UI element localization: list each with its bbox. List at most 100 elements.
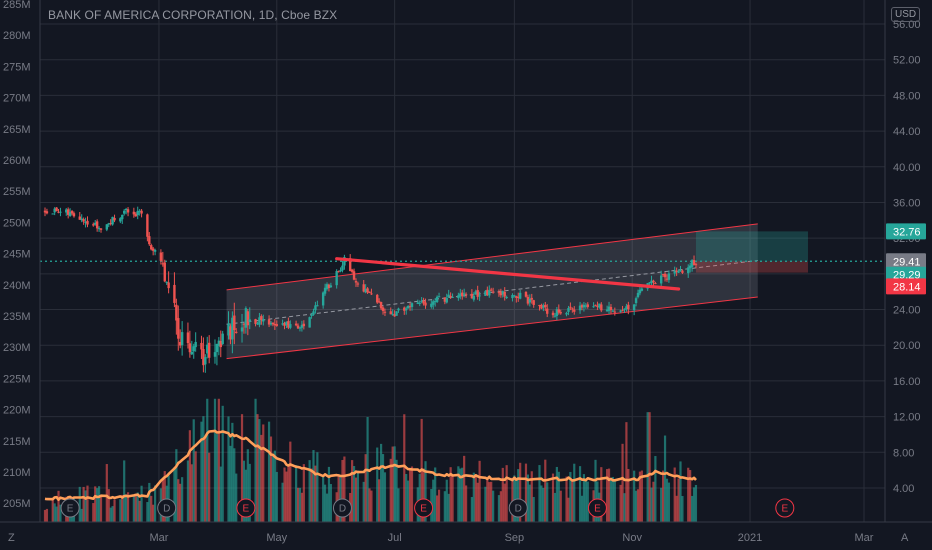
candle-body [673, 270, 676, 274]
volume-tick-label: 235M [3, 311, 31, 323]
volume-bar [323, 484, 327, 524]
candle-body [692, 260, 696, 266]
candle-body [677, 271, 680, 273]
candle-body [625, 306, 628, 310]
event-marker-e[interactable]: E [775, 498, 795, 518]
candle-body [296, 325, 300, 329]
candle-body [302, 323, 306, 327]
volume-bar [578, 466, 582, 524]
candle-body [497, 292, 501, 294]
candle-body [221, 333, 224, 344]
volume-bar [650, 487, 653, 524]
candle-body [248, 319, 251, 322]
volume-tick-label: 230M [3, 342, 31, 354]
volume-bar [105, 464, 108, 524]
price-tick-label: 48.00 [893, 90, 921, 102]
candle-body [167, 282, 170, 289]
parallel-channel[interactable] [226, 223, 758, 360]
candle-body [486, 289, 489, 296]
volume-bar [492, 490, 495, 524]
candle-body [213, 352, 217, 357]
candle-body [105, 224, 109, 230]
candle-body [687, 267, 690, 274]
candle-body [393, 314, 396, 317]
volume-bar [59, 504, 62, 524]
event-marker-d[interactable]: D [332, 498, 352, 518]
volume-bar [310, 468, 313, 524]
volume-bar [53, 503, 56, 524]
candle-body [269, 322, 273, 325]
volume-bar [559, 490, 562, 524]
candle-body [244, 308, 248, 328]
event-marker-d[interactable]: D [508, 498, 528, 518]
event-letter: E [67, 504, 74, 515]
candle-body [53, 208, 56, 213]
volume-bar [636, 489, 640, 524]
price-tick-label: 8.00 [893, 447, 914, 459]
currency-button[interactable]: USD [891, 7, 921, 22]
candle-body [605, 309, 609, 312]
candle-body [611, 310, 615, 312]
volume-bar [325, 493, 329, 524]
candle-body [470, 293, 474, 299]
channel-lower-line [226, 296, 758, 360]
volume-bar [497, 495, 501, 524]
candle-body [381, 307, 385, 311]
candle-body [94, 222, 97, 225]
event-marker-e[interactable]: E [236, 498, 256, 518]
volume-bar [638, 471, 642, 524]
volume-bar [327, 466, 331, 524]
candle-body [383, 311, 387, 313]
volume-bar [322, 475, 325, 524]
event-letter: D [515, 504, 522, 515]
candle-body [246, 311, 250, 326]
candle-body [491, 291, 495, 293]
volume-bar [634, 490, 638, 524]
event-marker-e[interactable]: E [414, 498, 434, 518]
candle-body [600, 304, 603, 311]
candle-body [376, 294, 379, 303]
candle-body [377, 301, 381, 303]
candle-body [634, 298, 638, 304]
volume-bar [296, 487, 300, 524]
candle-body [459, 293, 462, 297]
candle-body [325, 284, 329, 290]
volume-bars [43, 398, 698, 524]
volume-bar [689, 470, 692, 524]
event-marker-e[interactable]: E [60, 498, 80, 518]
time-tick-label: Sep [505, 532, 525, 544]
volume-bar [275, 471, 278, 524]
candle-body [478, 295, 481, 297]
candle-body [335, 271, 338, 286]
volume-tick-label: 285M [3, 0, 31, 11]
volume-bar [478, 460, 481, 524]
auto-scale-button[interactable]: A [901, 532, 909, 544]
candle-body [126, 209, 130, 213]
volume-tick-label: 260M [3, 155, 31, 167]
candle-body [501, 291, 504, 295]
candle-body [175, 304, 178, 321]
volume-bar [84, 490, 87, 524]
candle-body [528, 298, 532, 303]
event-marker-d[interactable]: D [157, 498, 177, 518]
candle-body [430, 303, 433, 307]
candle-body [66, 209, 70, 215]
long-position-tool[interactable] [695, 231, 808, 273]
volume-bar [573, 463, 576, 524]
candle-body [192, 346, 195, 352]
candle-body [532, 300, 535, 305]
trendline[interactable] [335, 257, 681, 291]
volume-tick-label: 270M [3, 93, 31, 105]
volume-bar [434, 467, 437, 524]
candle-body [524, 291, 528, 297]
volume-bar [551, 473, 555, 524]
candle-body [567, 308, 570, 312]
candle-body [517, 297, 520, 299]
zoom-button[interactable]: Z [8, 532, 15, 544]
event-marker-e[interactable]: E [587, 498, 607, 518]
volume-tick-label: 240M [3, 280, 31, 292]
channel-fill [226, 223, 758, 359]
volume-bar [80, 508, 83, 524]
